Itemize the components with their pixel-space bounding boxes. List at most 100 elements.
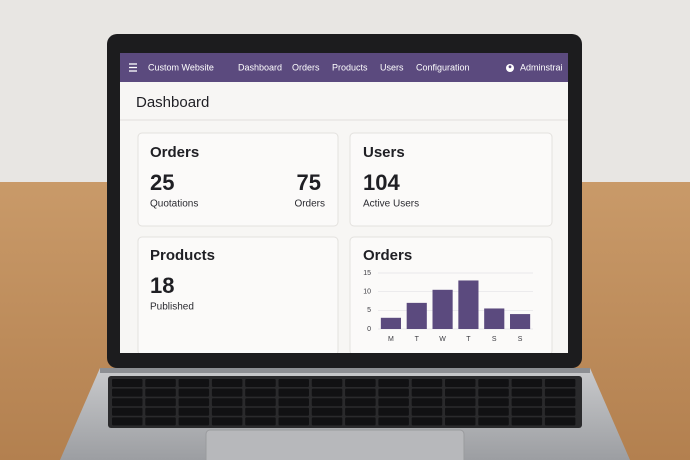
nav-link[interactable]: Configuration [416,62,470,72]
x-tick-label: T [415,336,420,343]
key [145,379,176,387]
key [511,417,543,426]
nav-link[interactable]: Dashboard [238,62,282,72]
key [112,388,143,397]
y-tick-label: 5 [367,307,371,314]
y-tick-label: 0 [367,326,371,333]
x-tick-label: W [439,336,446,343]
key [145,407,176,416]
y-tick-label: 15 [363,270,371,277]
card [137,132,339,227]
key [544,407,576,416]
key [178,379,210,387]
key [411,379,443,387]
key [211,398,243,407]
key [245,407,276,416]
key [478,379,509,387]
key [445,388,476,397]
x-tick-label: S [492,336,497,343]
user-menu[interactable]: Adminstrai [520,62,563,72]
hinge [100,368,590,373]
key [112,398,143,407]
key [445,407,476,416]
bar [406,302,427,329]
key [345,407,376,416]
bar [484,308,505,329]
bar [458,280,479,329]
key [112,407,143,416]
keyboard [108,376,582,428]
page-title: Dashboard [136,94,209,111]
key [378,398,409,407]
key [311,388,343,397]
key [445,379,476,387]
key [378,388,409,397]
key [211,379,243,387]
x-tick-label: S [518,336,523,343]
key [178,398,210,407]
key [145,388,176,397]
key [211,407,243,416]
key [145,398,176,407]
key [511,379,543,387]
stat-label: Quotations [150,199,198,210]
key [511,398,543,407]
key [178,388,210,397]
nav-link[interactable]: Users [380,62,404,72]
key [445,417,476,426]
key [245,379,276,387]
key [378,407,409,416]
nav-bar [120,53,568,82]
stat-label: Published [150,302,194,313]
key [211,417,243,426]
orders-chart: 0 5 10 15 M T W T S S [363,270,533,343]
key [411,398,443,407]
card-title: Users [363,144,405,161]
key [311,407,343,416]
key [278,398,309,407]
key [411,417,443,426]
stat-label: Active Users [363,199,419,210]
key [478,388,509,397]
key [278,407,309,416]
key [478,407,509,416]
menu-icon[interactable] [129,63,137,72]
key [345,379,376,387]
x-tick-label: T [466,336,471,343]
bar [510,314,531,329]
key [345,417,376,426]
key [411,407,443,416]
key [345,388,376,397]
key [278,388,309,397]
stat-value: 75 [297,170,321,195]
key [345,398,376,407]
key [211,388,243,397]
key [278,379,309,387]
key [178,407,210,416]
card-title: Products [150,247,215,264]
key [511,388,543,397]
key [178,417,210,426]
key [511,407,543,416]
bezel-bottom [120,353,568,368]
key [311,417,343,426]
key [544,379,576,387]
card-title: Orders [150,144,199,161]
key [145,417,176,426]
brand[interactable]: Custom Website [148,62,214,72]
stat-value: 25 [150,170,174,195]
key [112,417,143,426]
key [544,388,576,397]
nav-link[interactable]: Products [332,62,368,72]
key [245,417,276,426]
key [245,398,276,407]
nav-link[interactable]: Orders [292,62,320,72]
stat-label: Orders [294,199,325,210]
key [478,417,509,426]
chart-title: Orders [363,247,412,264]
key [445,398,476,407]
key [245,388,276,397]
key [311,379,343,387]
